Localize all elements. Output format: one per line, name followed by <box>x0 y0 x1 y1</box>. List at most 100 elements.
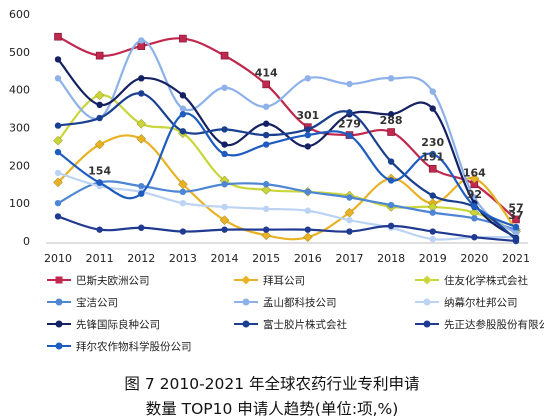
x-tick-label: 2010 <box>44 252 72 265</box>
legend-swatch <box>234 298 258 306</box>
y-tick-label: 200 <box>9 159 30 172</box>
data-point <box>138 190 145 197</box>
data-point <box>304 131 312 139</box>
y-tick-label: 500 <box>9 46 30 59</box>
y-tick-label: 600 <box>9 8 30 21</box>
data-point <box>96 179 103 186</box>
data-point <box>94 90 105 101</box>
legend-label: 富士胶片株式会社 <box>263 318 347 331</box>
data-point <box>138 182 145 190</box>
data-label: 164 <box>463 166 486 179</box>
legend-label: 拜尔农作物科学股份公司 <box>76 340 192 353</box>
legend-item: 住友化学株式会社 <box>414 273 528 287</box>
legend-swatch <box>415 275 439 285</box>
series-3-line <box>57 180 517 231</box>
x-tick-label: 2012 <box>127 252 155 265</box>
data-point <box>512 215 520 224</box>
x-tick-label: 2015 <box>252 252 280 265</box>
data-point <box>138 37 145 44</box>
data-label: 230 <box>421 136 444 149</box>
data-point <box>346 194 353 201</box>
data-point <box>346 109 353 116</box>
legend-marker <box>242 298 250 306</box>
data-point <box>54 75 62 82</box>
series-5 <box>54 169 520 243</box>
x-tick-label: 2013 <box>169 252 197 265</box>
legend-label: 孟山都科技公司 <box>263 296 337 309</box>
data-point <box>262 226 270 233</box>
legend-swatch <box>47 276 71 284</box>
series-6-line <box>57 58 517 239</box>
y-tick-label: 0 <box>23 235 30 248</box>
legend-swatch <box>415 298 439 306</box>
series-8 <box>54 213 520 245</box>
legend-label: 宝洁公司 <box>76 296 118 309</box>
series-layer <box>53 32 521 245</box>
data-point <box>387 75 395 82</box>
data-point <box>302 232 313 243</box>
legend-swatch <box>47 298 71 306</box>
data-point <box>221 84 228 91</box>
legend-marker <box>55 276 63 284</box>
data-point <box>262 131 270 139</box>
data-point <box>262 181 270 188</box>
data-label: 37 <box>508 209 523 222</box>
data-point <box>221 126 228 133</box>
data-point <box>221 181 228 188</box>
legend-item: 富士胶片株式会社 <box>233 317 347 331</box>
x-axis: 2010 2011 2012 2013 2014 2015 2016 2017 2018 2019… <box>44 242 530 265</box>
legend-marker <box>242 320 250 328</box>
data-point <box>387 177 395 184</box>
series-2-line <box>57 94 517 233</box>
legend-swatch <box>47 320 71 328</box>
data-point <box>387 201 395 209</box>
data-label: 191 <box>421 151 444 164</box>
legend-swatch <box>415 320 439 328</box>
data-point <box>304 75 312 82</box>
data-point <box>304 126 312 133</box>
data-point <box>262 103 270 110</box>
data-point <box>387 222 395 230</box>
legend-label: 纳幕尔杜邦公司 <box>444 296 518 309</box>
series-5-line <box>57 171 517 241</box>
data-point <box>512 237 520 245</box>
data-point <box>219 215 230 226</box>
legend-marker <box>241 275 251 285</box>
data-label: 414 <box>255 66 278 79</box>
data-point <box>53 135 63 146</box>
data-point <box>179 92 187 99</box>
legend-label: 先锋国际良种公司 <box>76 318 160 331</box>
data-point <box>221 150 228 158</box>
data-point <box>136 133 147 144</box>
data-point <box>471 215 478 222</box>
data-point <box>304 226 312 233</box>
data-label: 279 <box>338 117 361 130</box>
legend-item: 先锋国际良种公司 <box>46 317 160 331</box>
data-point <box>94 139 105 150</box>
data-point <box>346 132 353 139</box>
data-point <box>96 114 103 122</box>
data-point <box>512 223 520 231</box>
data-point <box>96 226 103 233</box>
x-tick-label: 2017 <box>335 252 363 265</box>
data-label: 301 <box>296 109 319 122</box>
legend-item: 拜耳公司 <box>233 273 305 287</box>
data-point <box>54 213 62 220</box>
data-point <box>387 128 395 136</box>
series-9 <box>54 111 520 231</box>
legend-marker <box>55 342 63 350</box>
data-point <box>137 42 146 50</box>
data-point <box>95 51 104 60</box>
data-point <box>471 202 478 210</box>
data-point <box>262 141 270 148</box>
legend-label: 巴斯夫欧洲公司 <box>76 274 150 287</box>
legend-label: 住友化学株式会社 <box>444 274 528 287</box>
legend-label: 拜耳公司 <box>263 274 305 287</box>
legend-marker <box>55 320 63 328</box>
data-point <box>429 192 436 199</box>
legend-marker <box>423 320 431 328</box>
data-point <box>179 188 187 196</box>
data-point <box>304 143 312 150</box>
series-4 <box>54 37 520 237</box>
data-point <box>54 169 62 177</box>
